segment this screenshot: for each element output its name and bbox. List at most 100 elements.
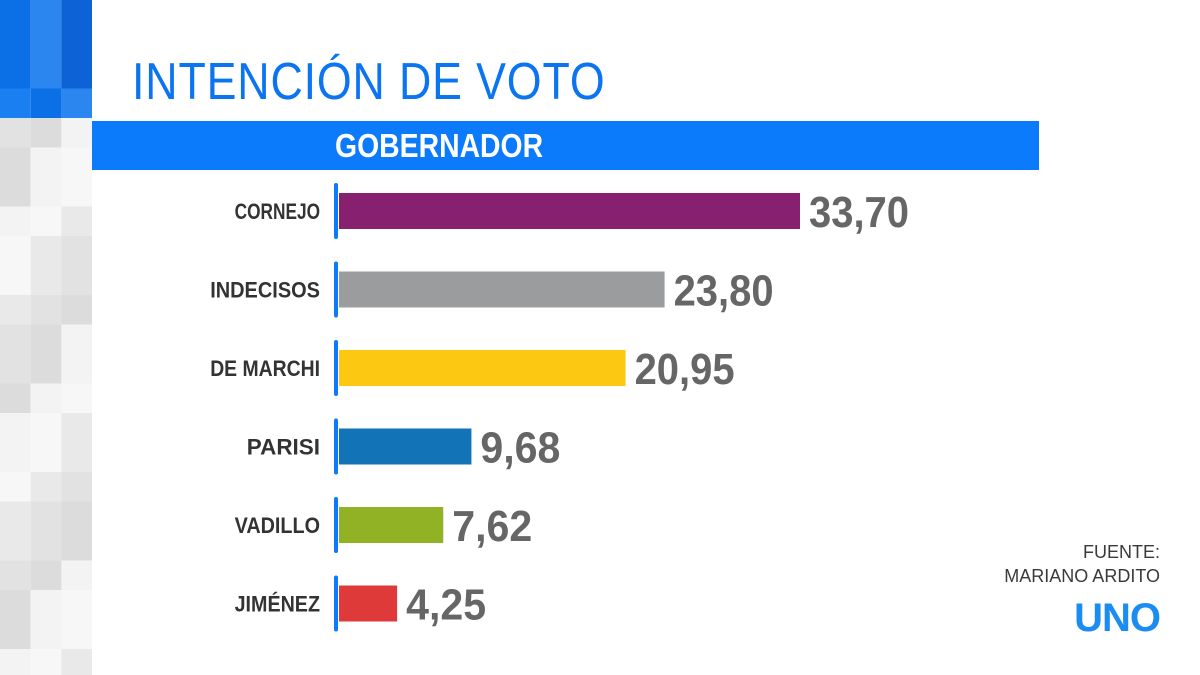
pattern-tile-grey <box>61 265 92 295</box>
pattern-tile-grey <box>0 560 31 590</box>
pattern-tile-blue <box>61 0 92 30</box>
bar <box>339 271 665 308</box>
pattern-tile-grey <box>30 501 62 531</box>
pattern-tile-grey <box>0 354 31 384</box>
category-label: VADILLO <box>235 513 320 538</box>
bar <box>339 507 444 543</box>
pattern-tile-grey <box>0 501 31 531</box>
pattern-tile-grey <box>61 206 92 236</box>
axis-tick-mark <box>334 340 338 396</box>
pattern-tile-grey <box>0 472 31 502</box>
pattern-tile-blue <box>61 59 92 89</box>
pattern-tile-grey <box>61 531 92 561</box>
pattern-tile-grey <box>30 324 62 354</box>
pattern-tile-grey <box>0 147 31 177</box>
pattern-tile-blue <box>30 59 62 89</box>
pattern-tile-grey <box>0 177 31 207</box>
pattern-tile-grey <box>30 177 62 207</box>
pattern-tile-grey <box>30 265 62 295</box>
pattern-tile-grey <box>30 619 62 649</box>
pattern-tile-blue <box>0 0 31 30</box>
data-label: 23,80 <box>674 267 774 316</box>
pattern-tile-grey <box>61 236 92 266</box>
pattern-tile-grey <box>30 590 62 620</box>
pattern-tile-grey <box>61 649 92 675</box>
data-label: 7,62 <box>452 502 532 551</box>
pattern-tile-blue <box>0 59 31 89</box>
pattern-tile-grey <box>61 442 92 472</box>
pattern-tile-grey <box>0 383 31 413</box>
source-note: FUENTE: MARIANO ARDITO <box>1004 540 1160 588</box>
decorative-tile-pattern <box>0 0 92 675</box>
pattern-tile-grey <box>0 118 31 148</box>
pattern-tile-grey <box>0 324 31 354</box>
data-label: 9,68 <box>480 424 560 473</box>
pattern-tile-grey <box>30 354 62 384</box>
category-label: JIMÉNEZ <box>235 592 320 617</box>
pattern-tile-grey <box>61 619 92 649</box>
bar <box>339 193 800 229</box>
pattern-tile-grey <box>61 147 92 177</box>
axis-tick-mark <box>334 261 338 318</box>
bar <box>339 428 472 465</box>
pattern-tile-grey <box>0 265 31 295</box>
source-label: FUENTE: <box>1082 542 1160 562</box>
category-label: INDECISOS <box>210 278 320 303</box>
bar <box>339 585 398 622</box>
category-label: CORNEJO <box>235 199 320 224</box>
bar <box>339 350 626 386</box>
pattern-tile-blue <box>0 88 31 118</box>
pattern-tile-grey <box>30 442 62 472</box>
pattern-tile-grey <box>30 560 62 590</box>
pattern-tile-grey <box>0 295 31 325</box>
pattern-tile-blue <box>0 29 31 59</box>
pattern-tile-grey <box>30 295 62 325</box>
source-name: MARIANO ARDITO <box>1004 566 1160 586</box>
pattern-tile-grey <box>0 442 31 472</box>
pattern-tile-grey <box>61 501 92 531</box>
pattern-tile-grey <box>61 324 92 354</box>
pattern-tile-grey <box>0 590 31 620</box>
pattern-tile-grey <box>30 413 62 443</box>
data-label: 20,95 <box>635 345 735 394</box>
uno-logo: UNO <box>1074 596 1161 640</box>
data-label: 33,70 <box>809 188 909 237</box>
pattern-tile-grey <box>61 472 92 502</box>
data-label: 4,25 <box>406 581 486 630</box>
pattern-tile-grey <box>0 619 31 649</box>
pattern-tile-grey <box>30 236 62 266</box>
pattern-tile-grey <box>0 236 31 266</box>
pattern-tile-grey <box>61 295 92 325</box>
chart-subtitle: GOBERNADOR <box>335 127 544 164</box>
axis-tick-mark <box>334 418 338 475</box>
chart-title: INTENCIÓN DE VOTO <box>132 53 606 111</box>
pattern-tile-grey <box>30 206 62 236</box>
axis-tick-mark <box>334 575 338 632</box>
pattern-tile-grey <box>61 383 92 413</box>
category-label: PARISI <box>247 435 320 460</box>
pattern-tile-grey <box>30 147 62 177</box>
pattern-tile-grey <box>61 118 92 148</box>
subtitle-band: GOBERNADOR <box>92 121 1039 170</box>
pattern-tile-grey <box>61 177 92 207</box>
pattern-tile-grey <box>30 531 62 561</box>
axis-tick-mark <box>334 497 338 553</box>
pattern-tile-grey <box>0 649 31 675</box>
pattern-tile-blue <box>61 29 92 59</box>
pattern-tile-blue <box>30 88 62 118</box>
pattern-tile-grey <box>30 383 62 413</box>
axis-tick-mark <box>334 183 338 239</box>
pattern-tile-grey <box>30 649 62 675</box>
pattern-tile-grey <box>0 206 31 236</box>
pattern-tile-blue <box>61 88 92 118</box>
pattern-tile-blue <box>30 0 62 30</box>
pattern-tile-grey <box>0 531 31 561</box>
pattern-tile-grey <box>30 118 62 148</box>
pattern-tile-grey <box>30 472 62 502</box>
pattern-tile-blue <box>30 29 62 59</box>
pattern-tile-grey <box>0 413 31 443</box>
pattern-tile-grey <box>61 413 92 443</box>
pattern-tile-grey <box>61 354 92 384</box>
pattern-tile-grey <box>61 590 92 620</box>
